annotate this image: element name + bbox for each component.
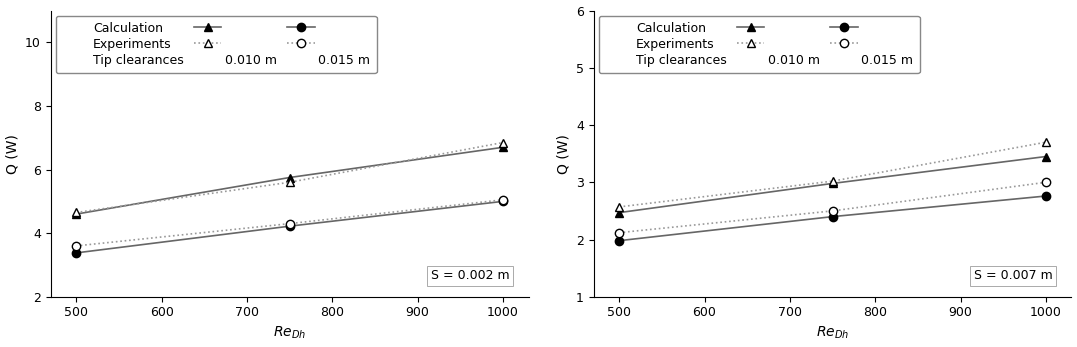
X-axis label: Re$_{Dh}$: Re$_{Dh}$: [272, 325, 306, 341]
X-axis label: Re$_{Dh}$: Re$_{Dh}$: [816, 325, 849, 341]
Text: S = 0.007 m: S = 0.007 m: [974, 270, 1052, 282]
Legend: Calculation, Experiments, Tip clearances, , , 0.010 m, , , 0.015 m: Calculation, Experiments, Tip clearances…: [56, 16, 377, 73]
Legend: Calculation, Experiments, Tip clearances, , , 0.010 m, , , 0.015 m: Calculation, Experiments, Tip clearances…: [599, 16, 920, 73]
Text: S = 0.002 m: S = 0.002 m: [431, 270, 509, 282]
Y-axis label: Q (W): Q (W): [5, 134, 19, 174]
Y-axis label: Q (W): Q (W): [557, 134, 571, 174]
